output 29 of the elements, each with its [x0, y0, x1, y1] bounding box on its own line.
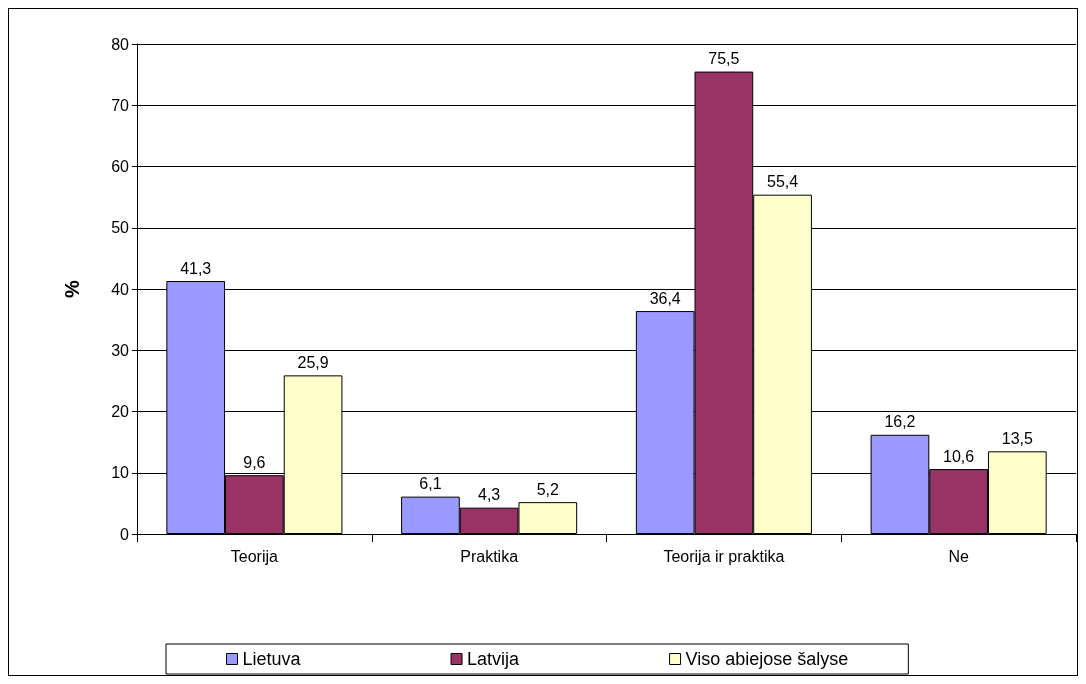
data-label: 36,4: [649, 289, 681, 307]
legend-label: Viso abiejose šalyse: [685, 649, 849, 669]
data-label: 41,3: [180, 259, 212, 277]
data-label: 55,4: [766, 173, 799, 191]
x-tick-label: Praktika: [460, 547, 519, 565]
y-tick-label: 20: [111, 403, 130, 420]
x-tick-label: Teorija: [230, 547, 279, 565]
data-label: 75,5: [708, 50, 740, 68]
y-tick-label: 40: [111, 280, 130, 298]
data-label: 25,9: [297, 353, 329, 371]
data-label: 16,2: [884, 413, 916, 431]
data-label: 6,1: [419, 475, 442, 493]
data-label: 5,2: [536, 480, 560, 498]
data-label: 10,6: [943, 447, 975, 465]
y-tick-label: 60: [111, 158, 130, 175]
legend-label: Latvija: [467, 649, 521, 669]
y-tick-label: 50: [111, 219, 130, 237]
y-tick-label: 30: [111, 341, 130, 359]
y-axis-title: %: [61, 279, 83, 298]
legend-label: Lietuva: [242, 649, 302, 669]
data-label: 9,6: [243, 453, 266, 471]
y-tick-label: 70: [111, 96, 130, 114]
data-label: 13,5: [1001, 429, 1033, 447]
y-tick-label: 10: [111, 464, 130, 482]
x-tick-label: Ne: [948, 547, 969, 565]
y-tick-label: 0: [120, 525, 130, 543]
y-tick-label: 80: [111, 35, 130, 53]
data-label: 4,3: [478, 486, 501, 504]
x-tick-label: Teorija ir praktika: [663, 547, 785, 565]
